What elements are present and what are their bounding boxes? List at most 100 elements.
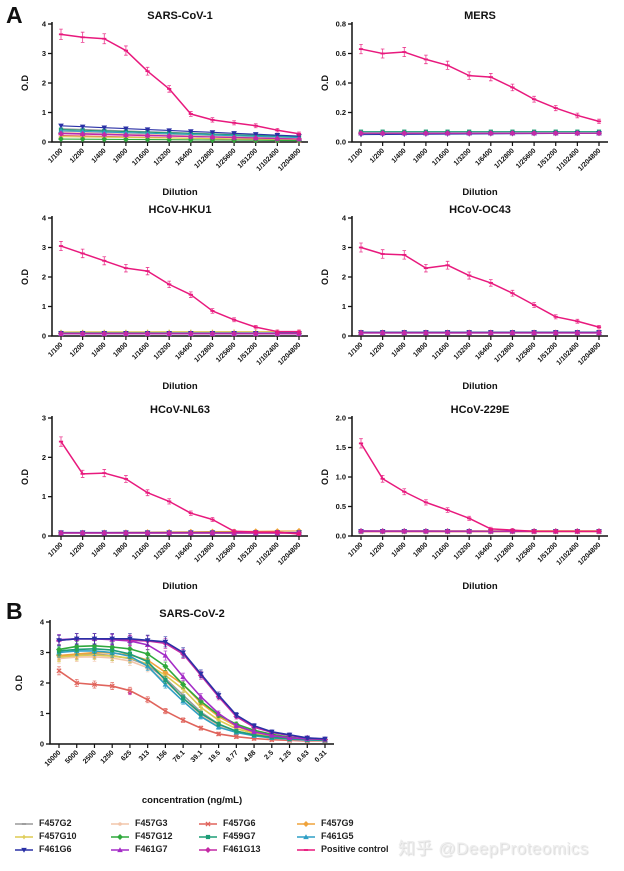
- series-marker: [575, 320, 580, 323]
- legend-label: F461G6: [39, 844, 72, 855]
- chart-text: 1/800: [112, 147, 129, 164]
- chart-text: MERS: [464, 10, 496, 22]
- series-marker: [296, 136, 302, 143]
- series-marker: [286, 732, 293, 738]
- series-marker: [251, 723, 257, 729]
- series-marker: [488, 76, 493, 78]
- chart-text: O.D: [20, 75, 30, 92]
- chart-text: 0.5: [336, 502, 346, 511]
- chart-text: Dilution: [162, 581, 198, 592]
- series-marker: [467, 517, 472, 520]
- series-marker: [209, 130, 216, 136]
- series-line-f461g5: [60, 130, 300, 139]
- series-marker: [531, 98, 537, 101]
- series-marker: [123, 267, 129, 270]
- series-line-f457g3: [60, 131, 300, 140]
- series-marker: [21, 847, 27, 853]
- series-line-f457g6: [58, 670, 325, 742]
- chart-text: 1/100: [347, 147, 364, 164]
- series-marker: [251, 729, 257, 734]
- series-marker: [252, 132, 259, 138]
- chart-text: 1/400: [391, 147, 408, 164]
- chart-text: 1/12800: [193, 147, 216, 170]
- series-marker: [531, 530, 537, 533]
- chart-text: Dilution: [162, 381, 198, 392]
- series-line-positive-control: [360, 246, 600, 328]
- series-marker: [358, 442, 364, 445]
- series-marker: [445, 264, 450, 267]
- watermark: 知乎 @DeepProteomics: [398, 839, 589, 858]
- chart-text: 10000: [44, 749, 63, 768]
- chart-text: 1/100: [47, 541, 64, 558]
- legend-item-f459g7: F459G7: [198, 831, 296, 842]
- chart-text: 1/25600: [215, 541, 238, 564]
- chart-text: 4: [40, 618, 45, 627]
- legend-marker-icon: [297, 834, 315, 840]
- series-marker: [145, 659, 150, 664]
- chart-text: 1/25600: [215, 147, 238, 170]
- series-marker: [575, 114, 580, 117]
- series-marker: [102, 472, 107, 474]
- series-marker: [296, 132, 302, 135]
- chart-text: 1.25: [278, 749, 293, 764]
- series-marker: [274, 133, 281, 138]
- series-marker: [509, 329, 516, 336]
- series-marker: [101, 125, 108, 131]
- chart-text: 0: [342, 332, 346, 341]
- series-marker: [423, 267, 429, 270]
- chart-text: 1/800: [412, 341, 429, 358]
- series-marker: [210, 118, 215, 121]
- series-marker: [358, 246, 364, 249]
- series-marker: [109, 683, 115, 689]
- series-marker: [144, 127, 151, 133]
- chart-text: O.D: [320, 269, 330, 286]
- series-marker: [167, 500, 172, 503]
- chart-text: 3: [42, 49, 46, 58]
- series-marker: [444, 528, 451, 535]
- chart-text: 1/6400: [174, 147, 194, 167]
- chart-text: 0: [42, 332, 46, 341]
- chart-text: 2: [42, 453, 46, 462]
- series-marker: [144, 132, 151, 139]
- series-marker: [56, 638, 62, 644]
- legend-item-f457g3: F457G3: [110, 818, 198, 829]
- legend-label: F457G6: [223, 818, 256, 829]
- chart-text: 1/200: [369, 341, 386, 358]
- legend-marker-icon: [15, 834, 33, 840]
- chart-text: 1/1600: [431, 341, 451, 361]
- series-marker: [596, 530, 602, 533]
- legend-item-f457g10: F457G10: [14, 831, 110, 842]
- series-marker: [180, 674, 186, 679]
- chart-text: 1/400: [91, 541, 108, 558]
- chart-svg: 0 1 2 3 4 1/100 1/200 1/400 1/800 1/1600 1/3200 1/6…: [20, 10, 308, 198]
- series-marker: [215, 710, 222, 716]
- chart-text: 3: [42, 243, 46, 252]
- chart-hcov-hku1: 0 1 2 3 4 1/100 1/200 1/400 1/800 1/1600 1/3200 1/6…: [18, 202, 318, 399]
- chart-text: 1.0: [336, 473, 346, 482]
- chart-text: 313: [138, 749, 151, 762]
- chart-text: O.D: [20, 269, 30, 286]
- chart-text: 0: [40, 740, 44, 749]
- series-marker: [553, 107, 558, 109]
- chart-text: 3: [42, 414, 46, 423]
- series-marker: [58, 245, 64, 247]
- series-marker: [80, 252, 85, 255]
- chart-text: 4: [342, 214, 347, 223]
- chart-text: 0.4: [336, 79, 347, 88]
- chart-text: 1/204800: [277, 341, 302, 366]
- chart-text: 3: [342, 243, 346, 252]
- chart-text: 0: [42, 532, 46, 541]
- chart-text: 1/200: [69, 341, 86, 358]
- chart-sars-cov-1: 0 1 2 3 4 1/100 1/200 1/400 1/800 1/1600 1/3200 1/6…: [18, 8, 318, 205]
- series-marker: [80, 36, 85, 39]
- chart-text: 2: [342, 273, 346, 282]
- series-marker: [215, 724, 222, 730]
- chart-svg: 0 1 2 3 1/100 1/200 1/400 1/800 1/1600 1/3200 1/64…: [20, 404, 308, 592]
- series-marker: [231, 530, 237, 533]
- chart-text: 0.31: [314, 749, 329, 764]
- series-marker: [188, 113, 193, 115]
- chart-text: 1/100: [47, 341, 64, 358]
- series-marker: [296, 533, 302, 535]
- legend-label: F457G12: [135, 831, 173, 842]
